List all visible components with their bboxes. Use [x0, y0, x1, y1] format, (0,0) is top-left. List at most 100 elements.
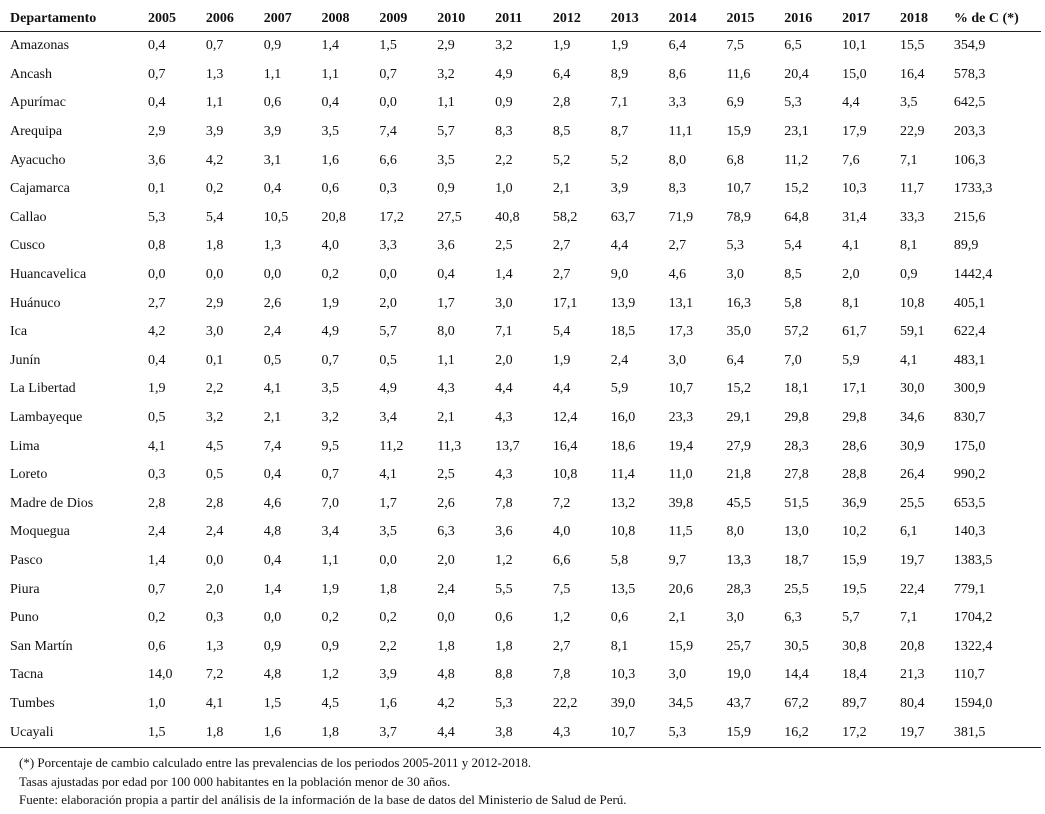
table-row: Pasco 1,4 0,0 0,4 1,1 0,0 2,0 1,2 6,6 5,8 9,7 13,3 1… — [0, 547, 1041, 576]
rate-cell: 25,7 — [726, 638, 751, 654]
rate-cell: 89,7 — [842, 695, 867, 711]
rate-cell: 0,9 — [263, 38, 282, 54]
rate-cell: 5,4 — [552, 324, 571, 340]
column-header-year: 2009 — [365, 6, 424, 32]
rate-cell: 1,1 — [321, 66, 340, 82]
rate-cell: 2,5 — [495, 238, 513, 254]
rate-cell: 17,2 — [828, 718, 886, 748]
rate-cell: 0,0 — [205, 552, 224, 568]
department-cell: Huancavelica — [10, 267, 87, 283]
rate-cell: 8,1 — [842, 295, 860, 311]
rate-cell: 4,1 — [842, 238, 860, 254]
rate-cell: 17,2 — [379, 209, 404, 225]
rate-cell: 5,3 — [148, 209, 166, 225]
rate-cell: 0,7 — [321, 467, 340, 483]
rate-cell: 17,3 — [668, 324, 694, 340]
rate-cell: 2,7 — [552, 638, 571, 654]
rate-cell: 1,1 — [437, 352, 455, 368]
rate-cell: 1,6 — [379, 695, 397, 711]
table-row: Apurímac 0,4 1,1 0,6 0,4 0,0 1,1 0,9 2,8 7,1 3,3 6,… — [0, 89, 1041, 118]
rate-cell: 0,3 — [148, 467, 166, 483]
footnote-source: Fuente: elaboración propia a partir del … — [19, 792, 627, 807]
rate-cell: 1,2 — [495, 552, 513, 568]
rate-cell: 0,4 — [263, 181, 282, 197]
rate-cell: 5,8 — [610, 552, 629, 568]
rate-cell: 11,0 — [668, 467, 693, 483]
rate-cell: 4,4 — [423, 718, 482, 748]
table-row: Ancash 0,7 1,3 1,1 1,1 0,7 3,2 4,9 6,4 8,9 8,6 11,6… — [0, 61, 1041, 90]
rate-cell: 27,9 — [726, 438, 751, 454]
percent-change-cell: 354,9 — [953, 38, 986, 54]
rate-cell: 5,4 — [205, 209, 224, 225]
rate-cell: 3,9 — [610, 181, 629, 197]
rate-cell: 6,3 — [437, 524, 455, 540]
prevalence-table: Departamento 2005 2006 2007 2008 2009 2010 2011… — [0, 6, 1041, 748]
percent-change-cell: 203,3 — [953, 124, 986, 140]
rate-cell: 4,6 — [263, 495, 282, 511]
rate-cell: 0,9 — [495, 95, 513, 111]
rate-cell: 3,6 — [437, 238, 455, 254]
rate-cell: 7,0 — [784, 352, 802, 368]
rate-cell: 23,1 — [784, 124, 809, 140]
rate-cell: 0,4 — [263, 552, 282, 568]
rate-cell: 1,5 — [263, 695, 282, 711]
rate-cell: 28,8 — [842, 467, 867, 483]
rate-cell: 15,0 — [842, 66, 867, 82]
percent-change-cell: 653,5 — [953, 495, 986, 511]
rate-cell: 13,1 — [668, 295, 694, 311]
rate-cell: 15,5 — [899, 38, 925, 54]
rate-cell: 4,4 — [842, 95, 860, 111]
rate-cell: 0,7 — [379, 66, 397, 82]
column-header-year: 2011 — [481, 6, 539, 32]
rate-cell: 21,3 — [899, 667, 925, 683]
rate-cell: 1,1 — [263, 66, 282, 82]
rate-cell: 71,9 — [668, 209, 694, 225]
rate-cell: 0,6 — [148, 638, 166, 654]
rate-cell: 20,4 — [784, 66, 809, 82]
table-row: Ucayali 1,5 1,8 1,6 1,8 3,7 4,4 3,8 4,3 10,7 5,3 15… — [0, 718, 1041, 748]
rate-cell: 0,0 — [148, 267, 166, 283]
column-header-year: 2015 — [712, 6, 771, 32]
rate-cell: 10,5 — [263, 209, 289, 225]
rate-cell: 36,9 — [842, 495, 867, 511]
rate-cell: 1,8 — [437, 638, 455, 654]
department-cell: Tumbes — [10, 695, 55, 711]
rate-cell: 4,1 — [899, 352, 918, 368]
rate-cell: 6,4 — [552, 66, 571, 82]
rate-cell: 1,3 — [205, 66, 224, 82]
rate-cell: 6,4 — [726, 352, 744, 368]
rate-cell: 30,8 — [842, 638, 867, 654]
rate-cell: 3,2 — [495, 38, 513, 54]
rate-cell: 4,9 — [321, 324, 340, 340]
rate-cell: 25,5 — [784, 581, 809, 597]
rate-cell: 6,1 — [899, 524, 918, 540]
rate-cell: 4,1 — [148, 438, 166, 454]
department-cell: Ayacucho — [10, 152, 66, 168]
department-cell: Huánuco — [10, 295, 61, 311]
rate-cell: 8,0 — [726, 524, 744, 540]
rate-cell: 2,0 — [437, 552, 455, 568]
rate-cell: 1,4 — [495, 267, 513, 283]
rate-cell: 0,2 — [148, 610, 166, 626]
rate-cell: 10,7 — [726, 181, 751, 197]
rate-cell: 39,0 — [610, 695, 636, 711]
rate-cell: 2,4 — [610, 352, 629, 368]
rate-cell: 2,2 — [495, 152, 513, 168]
rate-cell: 6,9 — [726, 95, 744, 111]
rate-cell: 6,6 — [379, 152, 397, 168]
percent-change-cell: 578,3 — [953, 66, 986, 82]
rate-cell: 4,9 — [495, 66, 513, 82]
rate-cell: 15,9 — [842, 552, 867, 568]
rate-cell: 0,0 — [379, 95, 397, 111]
rate-cell: 51,5 — [784, 495, 809, 511]
rate-cell: 19,7 — [885, 718, 944, 748]
rate-cell: 0,5 — [379, 352, 397, 368]
percent-change-cell: 1383,5 — [953, 552, 993, 568]
department-cell: Ica — [10, 324, 28, 340]
rate-cell: 6,6 — [552, 552, 571, 568]
percent-change-cell: 106,3 — [953, 152, 986, 168]
rate-cell: 0,7 — [148, 66, 166, 82]
rate-cell: 3,4 — [379, 410, 397, 426]
table-row: Puno 0,2 0,3 0,0 0,2 0,2 0,0 0,6 1,2 0,6 2,1 3,0 6,3… — [0, 604, 1041, 633]
rate-cell: 1,9 — [321, 295, 340, 311]
